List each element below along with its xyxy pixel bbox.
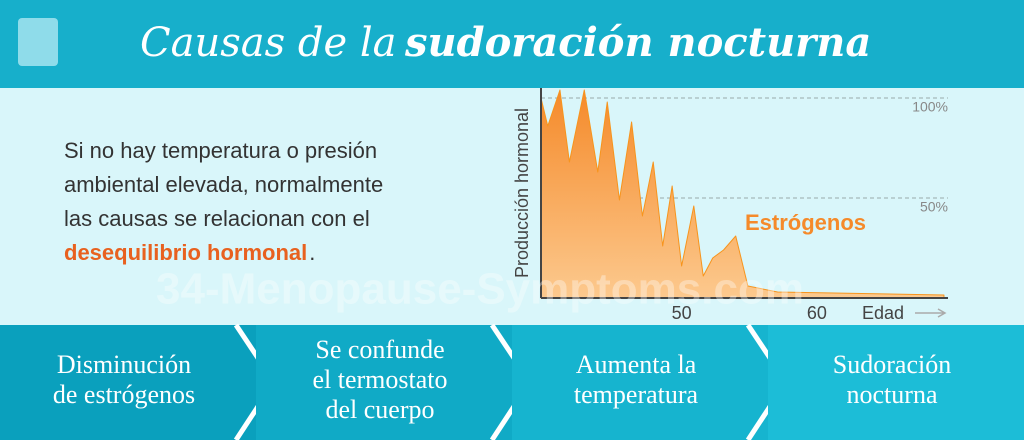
x-tick-label: 60 <box>807 303 827 323</box>
content-band <box>0 88 1024 325</box>
intro-highlight: desequilibrio hormonal <box>64 240 307 265</box>
step-bg <box>0 325 257 440</box>
intro-end: . <box>309 240 315 265</box>
header-band <box>0 0 1024 88</box>
intro-line: las causas se relacionan con el <box>64 206 370 231</box>
step-text: nocturna <box>847 380 938 409</box>
step-text: Aumenta la <box>576 350 697 379</box>
step-text: del cuerpo <box>325 395 434 424</box>
y-tick-label: 50% <box>920 199 948 215</box>
y-tick-label: 100% <box>912 99 948 115</box>
x-axis-label: Edad <box>862 303 904 323</box>
step-text: de estrógenos <box>53 380 195 409</box>
step-text: temperatura <box>574 380 699 409</box>
step-text: Disminución <box>57 350 191 379</box>
x-arrow <box>915 308 947 318</box>
intro-line: Si no hay temperatura o presión <box>64 138 377 163</box>
step-bg <box>768 325 1024 440</box>
step-text: Se confunde <box>315 335 444 364</box>
y-axis-label: Producción hormonal <box>512 108 532 278</box>
watermark: 34-Menopause-Symptoms.com <box>156 265 804 314</box>
step-bg <box>256 325 513 440</box>
intro-line: ambiental elevada, normalmente <box>64 172 383 197</box>
step-text: el termostato <box>312 365 447 394</box>
step-bg <box>512 325 769 440</box>
title-light: Causas de la <box>140 20 396 66</box>
title-bold: sudoración nocturna <box>404 19 871 66</box>
logo <box>18 18 58 66</box>
area <box>540 89 945 299</box>
step-text: Sudoración <box>833 350 951 379</box>
x-tick-label: 50 <box>672 303 692 323</box>
series-label: Estrógenos <box>745 210 866 235</box>
